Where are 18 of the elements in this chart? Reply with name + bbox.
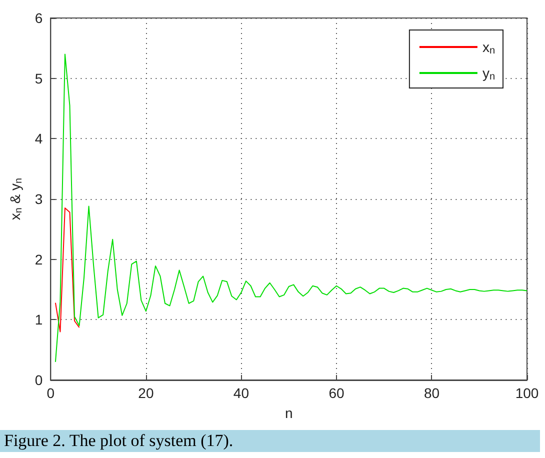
x-tick-label: 60: [328, 385, 344, 401]
y-axis-title: xn & yn: [7, 178, 24, 220]
x-tick-label: 20: [138, 385, 154, 401]
y-tick-label: 2: [34, 251, 43, 268]
caption: Figure 2. The plot of system (17).: [0, 430, 540, 452]
line-series: [54, 208, 80, 332]
y-tick-label: 1: [34, 312, 43, 328]
y-tick-label: 3: [34, 191, 43, 207]
y-tick-label: 0: [34, 372, 43, 388]
x-tick-label: 80: [424, 385, 440, 401]
y-tick-label: 6: [34, 10, 43, 26]
line-series: [54, 54, 528, 362]
x-tick-label: 40: [233, 385, 250, 401]
y-tick-label: 4: [34, 130, 43, 147]
y-tick-label: 5: [34, 70, 43, 86]
x-tick-label: 100: [515, 385, 539, 401]
x-tick-label: 0: [46, 385, 55, 401]
x-axis-title: n: [284, 405, 293, 421]
